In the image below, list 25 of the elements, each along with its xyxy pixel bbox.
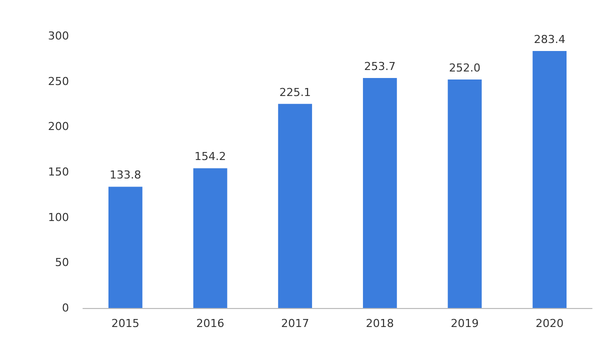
y-tick-label: 250 <box>48 74 69 88</box>
x-tick-label: 2015 <box>111 317 140 330</box>
data-label: 225.1 <box>279 86 311 99</box>
y-tick-label: 200 <box>48 120 69 134</box>
bar <box>362 78 397 308</box>
y-tick-label: 150 <box>48 166 69 178</box>
bar <box>278 104 312 308</box>
bar <box>448 80 482 308</box>
data-label: 283.4 <box>534 33 566 46</box>
y-tick-label: 0 <box>62 302 69 314</box>
x-tick-label: 2019 <box>450 317 479 330</box>
bar <box>108 186 142 308</box>
x-tick-label: 2016 <box>196 317 224 330</box>
data-label: 253.7 <box>364 60 396 73</box>
bar <box>532 51 567 308</box>
y-tick-label: 100 <box>48 210 69 224</box>
y-tick-label: 50 <box>55 256 69 270</box>
y-tick-label: 300 <box>48 30 69 42</box>
x-tick-label: 2017 <box>281 317 310 330</box>
x-tick-label: 2020 <box>536 317 564 330</box>
data-label: 154.2 <box>194 150 226 164</box>
bar <box>193 168 228 308</box>
data-label: 133.8 <box>110 168 142 182</box>
x-tick-label: 2018 <box>366 317 394 330</box>
data-label: 252.0 <box>449 62 480 75</box>
